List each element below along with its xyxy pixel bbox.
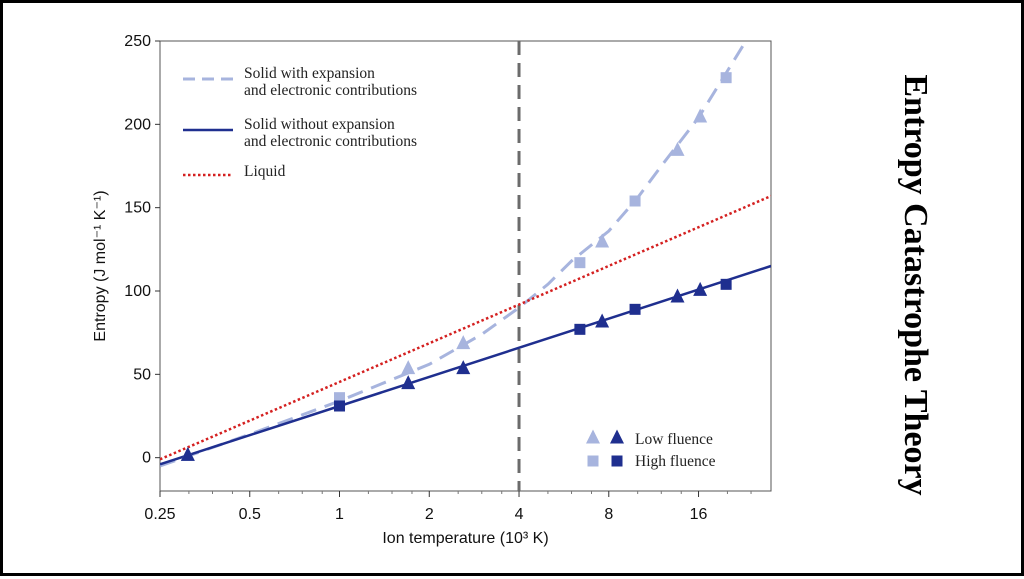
data-point-square-dark [334,400,346,412]
data-point-triangle-light [456,335,471,350]
legend-marker-triangle-light [586,429,600,444]
data-point-square-light [720,72,732,84]
series-line-dotted [160,194,771,461]
y-tick-label: 100 [124,283,151,300]
legend-marker-triangle-dark [610,429,624,444]
y-tick-label: 200 [124,116,151,133]
x-tick-label: 4 [515,506,524,523]
x-tick-label: 1 [335,506,344,523]
plot-frame [159,40,772,492]
legend-label-dotted: Liquid [244,163,286,180]
y-axis-label: Entropy (J mol⁻¹ K⁻¹) [92,190,109,341]
side-title: Entropy Catastrophe Theory [897,74,934,496]
legend-label-solid-2: and electronic contributions [244,133,417,150]
data-point-square-dark [574,323,586,335]
data-point-triangle-light [595,233,610,248]
legend-label-dashed-2: and electronic contributions [244,82,417,99]
series-line-dashed [160,41,748,468]
x-axis-label: Ion temperature (10³ K) [382,530,548,547]
x-tick-label: 0.5 [239,506,261,523]
legend-marker-square-dark [611,455,623,467]
data-point-square-light [334,392,346,404]
y-tick-label: 0 [142,450,151,467]
data-point-triangle-light [401,360,416,375]
data-point-triangle-dark [693,281,708,296]
data-point-square-light [629,195,641,207]
x-tick-label: 8 [604,506,613,523]
legend-label-low-fluence: Low fluence [635,431,713,448]
data-point-square-dark [720,278,732,290]
data-point-triangle-light [670,141,685,156]
data-point-square-dark [629,303,641,315]
y-tick-label: 250 [124,33,151,50]
data-point-triangle-dark [180,446,195,461]
data-point-triangle-dark [670,288,685,303]
legend-marker-square-light [587,455,599,467]
legend-label-dashed-1: Solid with expansion [244,65,375,82]
y-tick-label: 150 [124,200,151,217]
data-point-triangle-dark [456,360,471,375]
data-point-square-light [574,257,586,269]
data-point-triangle-dark [595,313,610,328]
x-tick-label: 2 [425,506,434,523]
x-tick-label: 16 [690,506,708,523]
x-tick-label: 0.25 [144,506,175,523]
y-tick-label: 50 [133,366,151,383]
data-point-triangle-dark [401,375,416,390]
data-point-triangle-light [693,108,708,123]
legend-label-high-fluence: High fluence [635,453,716,470]
entropy-chart: 0 50 100 150 200 250 0.25 0.5 1 2 4 8 16 Ion temperat… [92,33,772,547]
legend-label-solid-1: Solid without expansion [244,116,395,133]
